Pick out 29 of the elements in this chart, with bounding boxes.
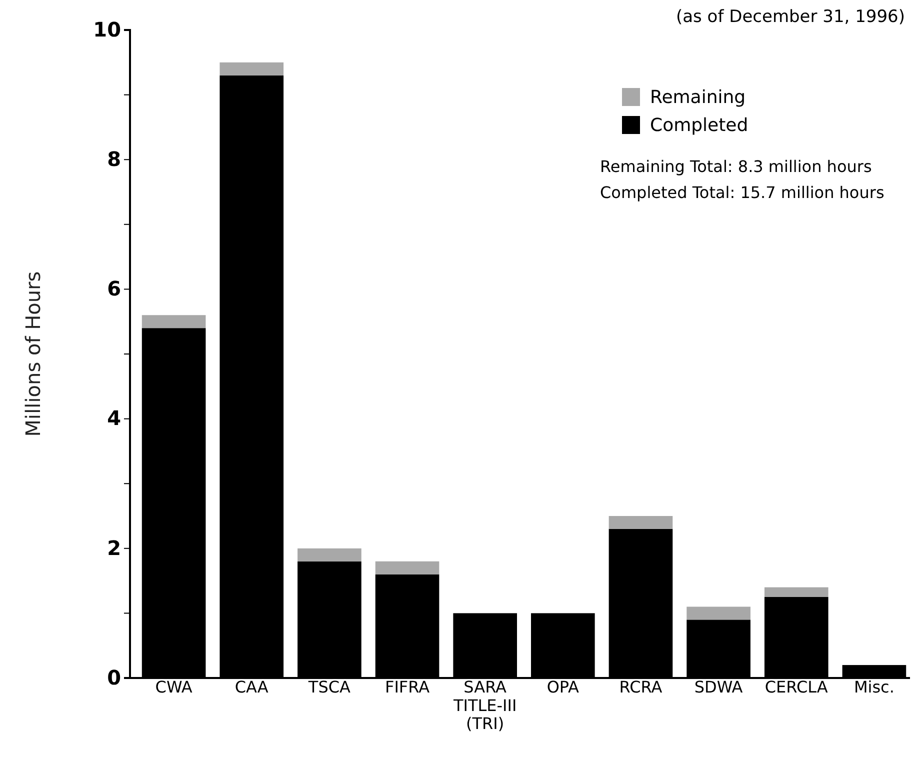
- legend-label: Completed: [650, 115, 748, 136]
- y-tick-label: 2: [107, 536, 121, 560]
- y-tick-label: 6: [107, 276, 121, 301]
- x-tick-label: CERCLA: [764, 677, 828, 696]
- bar: [220, 62, 284, 76]
- x-tick-label: TSCA: [307, 677, 351, 696]
- bar: [686, 606, 750, 620]
- x-tick-label: Misc.: [854, 677, 894, 696]
- chart-subtitle: (as of December 31, 1996): [676, 7, 905, 27]
- bar: [608, 516, 673, 529]
- x-tick-label: FIFRA: [384, 677, 430, 696]
- bar: [375, 561, 440, 574]
- y-tick-label: 10: [93, 17, 121, 42]
- y-tick-label: 4: [107, 406, 121, 430]
- x-tick-label: CWA: [155, 677, 192, 696]
- annotation: Remaining Total: 8.3 million hours: [600, 157, 872, 176]
- bar: [298, 548, 362, 562]
- y-tick-label: 8: [107, 147, 121, 171]
- x-tick-label: SDWA: [694, 677, 743, 696]
- bar: [764, 587, 828, 597]
- y-axis-title: Millions of Hours: [21, 271, 45, 437]
- x-tick-label: CAA: [234, 677, 268, 696]
- y-tick-label: 0: [107, 665, 121, 690]
- x-tick-label: RCRA: [619, 677, 662, 696]
- x-tick-label: SARA TITLE-III (TRI): [452, 677, 517, 734]
- annotation: Completed Total: 15.7 million hours: [600, 183, 884, 202]
- legend-label: Remaining: [650, 87, 746, 108]
- x-tick-label: OPA: [546, 677, 580, 696]
- bar: [142, 315, 206, 328]
